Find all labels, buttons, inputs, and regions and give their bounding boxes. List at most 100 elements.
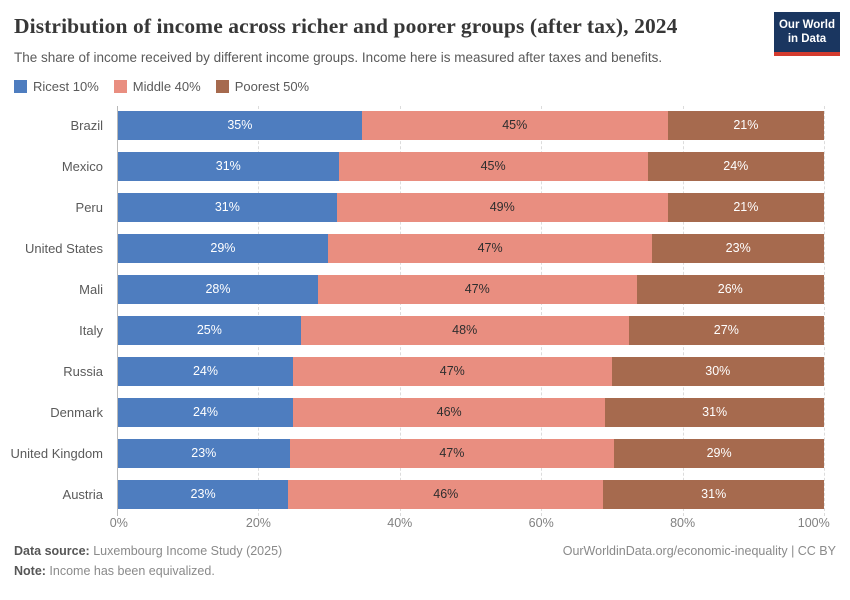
bar-segment-middle-40-[interactable]: 46% xyxy=(288,479,604,509)
category-label: Mali xyxy=(79,281,103,297)
owid-logo[interactable]: Our World in Data xyxy=(774,12,840,56)
bar-segment-middle-40-[interactable]: 45% xyxy=(338,151,648,181)
category-label: Russia xyxy=(63,363,103,379)
bar-segment-ricest-10-[interactable]: 23% xyxy=(118,479,289,509)
stacked-bar: 24% 47% 30% xyxy=(118,356,824,386)
bar-rows: Brazil 35% 45% 21% Mexico 31% 45% 24% Peru 31% 49%… xyxy=(0,110,850,509)
category-label: Denmark xyxy=(50,404,103,420)
legend-label: Ricest 10% xyxy=(33,78,99,94)
stacked-bar: 29% 47% 23% xyxy=(118,233,824,263)
bar-row: Russia 24% 47% 30% xyxy=(0,356,850,386)
bar-segment-middle-40-[interactable]: 47% xyxy=(327,233,653,263)
data-source-text: Luxembourg Income Study (2025) xyxy=(89,544,283,558)
bar-segment-poorest-50-[interactable]: 26% xyxy=(636,274,824,304)
stacked-bar: 28% 47% 26% xyxy=(118,274,824,304)
bar-row: United Kingdom 23% 47% 29% xyxy=(0,438,850,468)
bar-row: Brazil 35% 45% 21% xyxy=(0,110,850,140)
legend-item[interactable]: Ricest 10% xyxy=(14,79,99,94)
note-label: Note: xyxy=(14,564,46,578)
bar-segment-poorest-50-[interactable]: 31% xyxy=(605,397,824,427)
footer-attribution[interactable]: OurWorldinData.org/economic-inequality |… xyxy=(562,544,836,558)
stacked-bar: 35% 45% 21% xyxy=(118,110,824,140)
legend-label: Poorest 50% xyxy=(234,78,310,94)
bar-row: United States 29% 47% 23% xyxy=(0,233,850,263)
bar-segment-ricest-10-[interactable]: 29% xyxy=(118,233,328,263)
x-tick-label: 60% xyxy=(528,515,554,530)
bar-segment-middle-40-[interactable]: 47% xyxy=(292,356,612,386)
x-tick-label: 0% xyxy=(109,515,128,530)
gridline xyxy=(541,105,543,516)
bar-segment-ricest-10-[interactable]: 24% xyxy=(118,397,293,427)
bar-segment-poorest-50-[interactable]: 29% xyxy=(614,438,824,468)
bar-segment-ricest-10-[interactable]: 31% xyxy=(118,192,337,222)
stacked-bar: 24% 46% 31% xyxy=(118,397,824,427)
bar-row: Mexico 31% 45% 24% xyxy=(0,151,850,181)
category-label: Mexico xyxy=(61,158,103,174)
bar-segment-poorest-50-[interactable]: 21% xyxy=(667,110,824,140)
bar-segment-middle-40-[interactable]: 47% xyxy=(317,274,637,304)
x-tick-label: 20% xyxy=(245,515,271,530)
bar-segment-ricest-10-[interactable]: 28% xyxy=(118,274,318,304)
bar-segment-ricest-10-[interactable]: 35% xyxy=(118,110,362,140)
category-label: Brazil xyxy=(70,117,103,133)
gridline xyxy=(399,105,401,516)
bar-segment-middle-40-[interactable]: 47% xyxy=(289,438,615,468)
stacked-bar: 23% 47% 29% xyxy=(118,438,824,468)
bar-segment-middle-40-[interactable]: 48% xyxy=(300,315,629,345)
page-title: Distribution of income across richer and… xyxy=(14,14,678,38)
x-tick-label: 80% xyxy=(670,515,696,530)
legend-label: Middle 40% xyxy=(132,78,201,94)
bar-segment-poorest-50-[interactable]: 30% xyxy=(611,356,824,386)
note-line: Note: Income has been equivalized. xyxy=(14,564,282,578)
owid-logo-line2: in Data xyxy=(787,33,827,46)
bar-row: Denmark 24% 46% 31% xyxy=(0,397,850,427)
bar-row: Mali 28% 47% 26% xyxy=(0,274,850,304)
category-label: United Kingdom xyxy=(10,445,104,461)
gridline xyxy=(682,105,684,516)
gridlines xyxy=(117,105,825,516)
bar-segment-poorest-50-[interactable]: 21% xyxy=(667,192,824,222)
legend-swatch-icon xyxy=(215,79,229,93)
x-axis: 0% 20% 40% 60% 80% 100% xyxy=(110,509,830,535)
bar-segment-poorest-50-[interactable]: 23% xyxy=(652,233,824,263)
bar-segment-middle-40-[interactable]: 45% xyxy=(361,110,668,140)
chart-area: Brazil 35% 45% 21% Mexico 31% 45% 24% Peru 31% 49%… xyxy=(0,105,850,535)
stacked-bar: 31% 49% 21% xyxy=(118,192,824,222)
bar-row: Austria 23% 46% 31% xyxy=(0,479,850,509)
y-axis-line xyxy=(117,105,118,516)
x-tick-label: 40% xyxy=(387,515,413,530)
bar-segment-middle-40-[interactable]: 49% xyxy=(336,192,668,222)
stacked-bar: 31% 45% 24% xyxy=(118,151,824,181)
legend-item[interactable]: Middle 40% xyxy=(113,78,201,94)
legend-swatch-icon xyxy=(113,79,127,93)
note-text: Income has been equivalized. xyxy=(45,564,215,578)
stacked-bar: 23% 46% 31% xyxy=(118,479,824,509)
footer-left: Data source: Luxembourg Income Study (20… xyxy=(14,544,282,584)
x-tick-label: 100% xyxy=(797,515,830,530)
bar-row: Italy 25% 48% 27% xyxy=(0,315,850,345)
bar-segment-poorest-50-[interactable]: 31% xyxy=(603,479,824,509)
gridline xyxy=(824,105,825,516)
category-label: Italy xyxy=(79,322,103,338)
data-source-label: Data source: xyxy=(14,544,90,558)
bar-segment-ricest-10-[interactable]: 23% xyxy=(118,438,290,468)
chart-subtitle: The share of income received by differen… xyxy=(14,49,663,65)
data-source-line: Data source: Luxembourg Income Study (20… xyxy=(14,544,282,558)
category-label: Peru xyxy=(75,199,103,215)
bar-segment-ricest-10-[interactable]: 24% xyxy=(118,356,293,386)
bar-segment-poorest-50-[interactable]: 27% xyxy=(628,315,824,345)
bar-segment-poorest-50-[interactable]: 24% xyxy=(647,151,824,181)
bar-segment-ricest-10-[interactable]: 31% xyxy=(118,151,339,181)
category-label: Austria xyxy=(62,486,103,502)
category-label: United States xyxy=(24,240,103,256)
legend-swatch-icon xyxy=(14,79,27,93)
bar-segment-ricest-10-[interactable]: 25% xyxy=(118,315,301,345)
owid-logo-line1: Our World xyxy=(778,19,835,31)
gridline xyxy=(258,105,260,516)
legend-item[interactable]: Poorest 50% xyxy=(215,78,310,94)
chart-header: Distribution of income across richer and… xyxy=(0,12,850,65)
legend: Ricest 10% Middle 40% Poorest 50% xyxy=(14,79,850,94)
stacked-bar: 25% 48% 27% xyxy=(118,315,824,345)
bar-segment-middle-40-[interactable]: 46% xyxy=(292,397,606,427)
